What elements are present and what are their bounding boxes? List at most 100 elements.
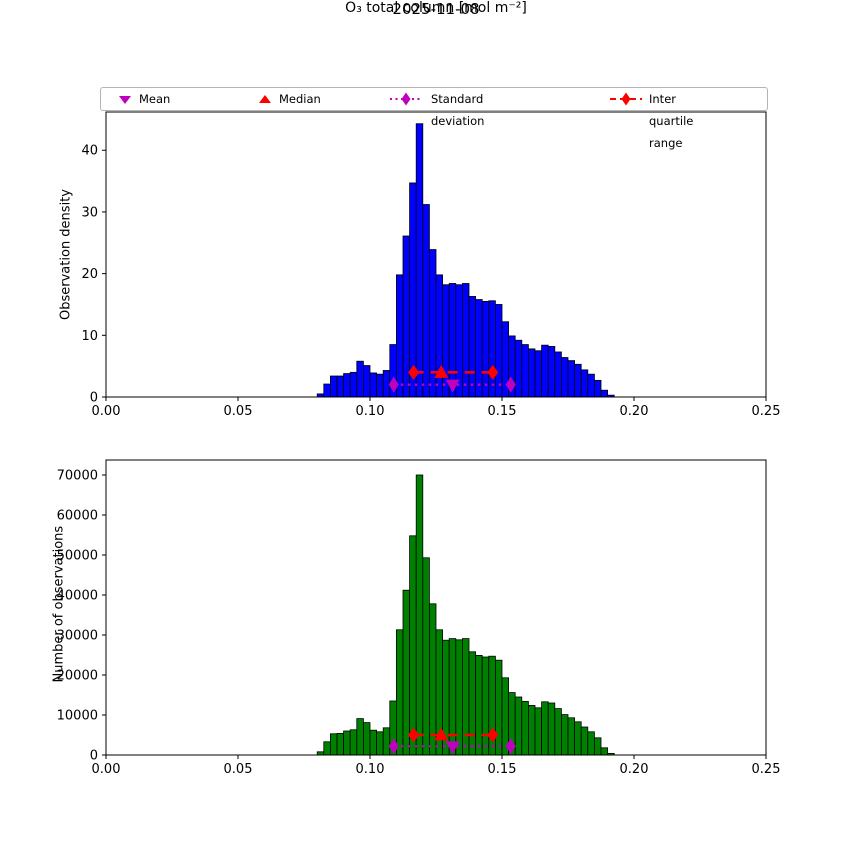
x-tick-label: 0.20 [620, 404, 649, 419]
x-tick-label: 0.15 [488, 762, 517, 777]
x-axis-label: O₃ total column [mol m⁻²] [345, 0, 527, 16]
histogram-bar [528, 348, 536, 398]
histogram-bar [336, 733, 344, 756]
histogram-bar [329, 375, 338, 398]
y-tick-label: 30 [81, 205, 98, 220]
axes-frame [105, 459, 767, 756]
chart-title: 2025-11-08 [392, 0, 480, 18]
y-tick-label: 20 [81, 267, 98, 282]
x-tick-label: 0.15 [488, 404, 517, 419]
histogram-bar [349, 729, 358, 756]
histogram-bar [356, 360, 364, 398]
histogram-bar [448, 638, 457, 756]
histogram-bar [600, 747, 608, 756]
y-tick-label: 40000 [57, 589, 98, 604]
histogram-bar [514, 696, 523, 756]
histogram-bar [594, 379, 602, 398]
bottom-y-axis-label: Number of observations [51, 525, 67, 683]
y-tick-label: 60000 [57, 509, 98, 524]
histogram-bar [349, 371, 358, 398]
histogram-bar [567, 717, 575, 756]
histogram-bar [488, 300, 496, 398]
histogram-bar [541, 344, 549, 398]
std-low-diamond-marker [388, 376, 399, 393]
std-low-diamond-marker [388, 738, 399, 755]
std-high-diamond-marker [505, 376, 516, 393]
legend-label-mean: Mean [139, 92, 171, 106]
mean-triangle-down-icon [113, 91, 137, 111]
histogram-bar [567, 360, 575, 398]
triangle-up-shape [259, 95, 271, 103]
x-tick-label: 0.25 [752, 762, 781, 777]
histogram-bar [362, 365, 371, 398]
x-tick-label: 0.00 [92, 404, 121, 419]
histogram-bar [547, 702, 556, 756]
legend-label-iqr: Inter quartile range [649, 92, 694, 150]
x-tick-label: 0.05 [224, 404, 253, 419]
median-triangle-marker [434, 364, 449, 378]
histogram-bar [541, 701, 549, 756]
histogram-bar [369, 729, 377, 756]
histogram-bar [594, 737, 602, 756]
histogram-bar [409, 535, 417, 756]
histogram-bar [494, 659, 503, 756]
histogram-bar [402, 589, 410, 756]
histogram-bar [554, 708, 562, 756]
diamond-dotted-line-glyph [390, 92, 422, 106]
histogram-bar [468, 296, 476, 398]
q3-diamond-marker [487, 364, 499, 380]
histogram-bar [343, 373, 351, 398]
median-triangle-up-icon [253, 91, 277, 111]
y-tick-label: 50000 [57, 549, 98, 564]
legend-label-std: Standard deviation [431, 92, 485, 128]
y-tick-label: 20000 [57, 669, 98, 684]
histogram-bar [521, 701, 529, 756]
histogram-bar [362, 722, 371, 756]
histogram-bar [329, 733, 338, 756]
y-tick-label: 30000 [57, 629, 98, 644]
histogram-bar [395, 274, 404, 398]
histogram-bar [534, 350, 542, 398]
histogram-bar [409, 182, 417, 398]
x-tick-label: 0.20 [620, 762, 649, 777]
histogram-bar [587, 731, 595, 756]
histogram-bar [382, 370, 391, 398]
histogram-bar [455, 639, 463, 756]
histogram-bar [376, 373, 384, 398]
histogram-bar [521, 344, 529, 398]
histogram-bar [461, 283, 470, 398]
histogram-bar [323, 383, 331, 398]
legend: Mean Median Standard deviation Inter qua… [100, 87, 768, 150]
x-tick-label: 0.00 [92, 762, 121, 777]
histogram-bar [323, 741, 331, 756]
q3-diamond-marker [487, 727, 499, 743]
histogram-bar [395, 629, 404, 756]
triangle-down-shape [119, 96, 131, 104]
histogram-bar [382, 727, 391, 756]
y-tick-label: 0 [90, 391, 98, 406]
histogram-bar [547, 346, 556, 398]
legend-diamond-shape [621, 92, 631, 106]
histogram-bar [415, 123, 424, 398]
q1-diamond-marker [408, 727, 420, 743]
histogram-bar [574, 363, 582, 398]
histogram-bar [574, 721, 582, 756]
q1-diamond-marker [408, 364, 420, 380]
mean-triangle-marker [445, 741, 460, 755]
histogram-bar [481, 300, 490, 398]
histogram-bar [481, 656, 490, 756]
histogram-bar [422, 204, 430, 398]
y-tick-label: 0 [90, 749, 98, 764]
histogram-bar [554, 351, 562, 398]
histogram-bar [514, 339, 523, 398]
triangle-up-glyph [259, 95, 271, 103]
triangle-down-glyph [119, 96, 131, 104]
histogram-bar [369, 372, 377, 398]
iqr-diamond-icon [609, 91, 643, 111]
histogram-bar [422, 557, 430, 756]
y-tick-label: 10000 [57, 709, 98, 724]
histogram-bar [415, 474, 424, 756]
y-tick-label: 70000 [57, 469, 98, 484]
